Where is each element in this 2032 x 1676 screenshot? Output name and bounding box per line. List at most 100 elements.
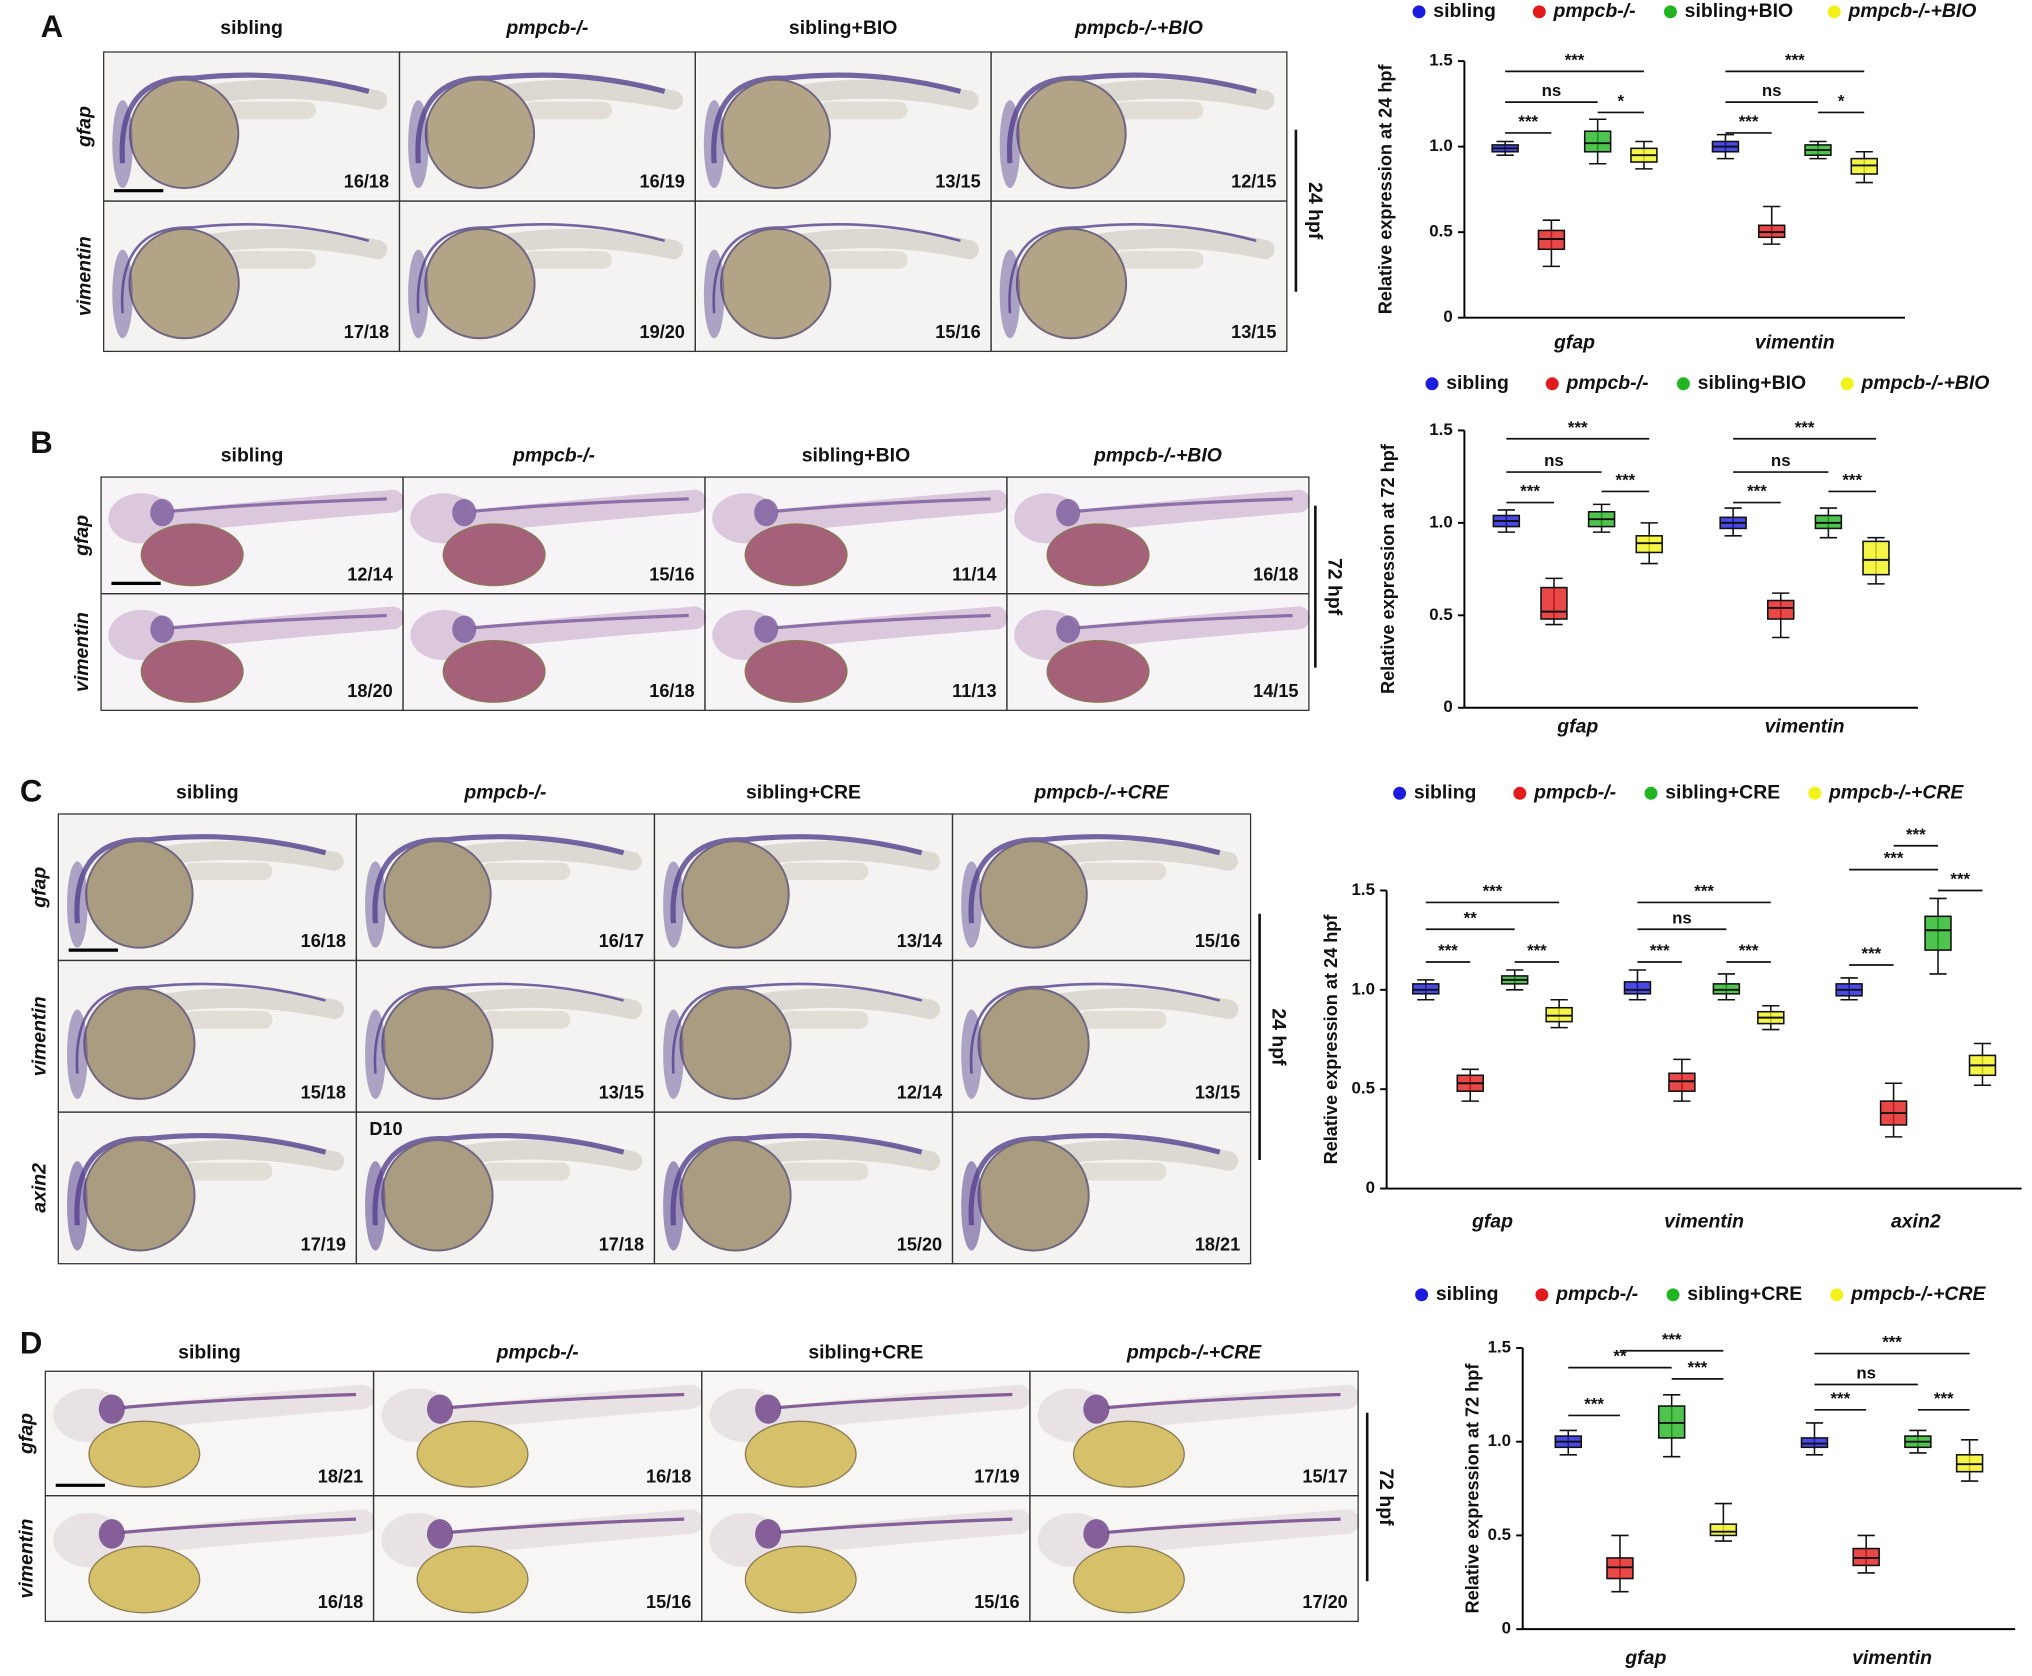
- yolk-extension: [481, 1162, 571, 1181]
- yolk-extension: [819, 101, 908, 120]
- yolk-extension: [779, 1010, 869, 1029]
- significance-label: ns: [1672, 908, 1692, 927]
- row-label: vimentin: [28, 996, 50, 1076]
- significance-label: ns: [1856, 1364, 1876, 1383]
- eye-stain: [1056, 498, 1081, 527]
- row-label: gfap: [15, 1413, 37, 1455]
- embryo-image: [357, 815, 654, 960]
- head-stain: [66, 1009, 88, 1099]
- dorsal-stain: [1006, 72, 1257, 164]
- head-stain: [408, 100, 429, 189]
- yolk: [1072, 1420, 1185, 1488]
- column-header: pmpcb-/-: [512, 444, 595, 466]
- embryo-image: [992, 53, 1286, 200]
- box: [1583, 130, 1612, 153]
- embryo-count: 15/17: [1302, 1466, 1347, 1486]
- embryo-image: [59, 1113, 356, 1263]
- y-tick-label: 0.5: [1352, 1079, 1375, 1098]
- column-header: sibling: [220, 17, 283, 39]
- dorsal-stain: [670, 834, 923, 924]
- embryo-count: 15/16: [935, 322, 980, 342]
- column-header: pmpcb-/-: [496, 1341, 579, 1363]
- yolk-extension: [523, 101, 612, 120]
- embryo-image: [655, 961, 952, 1111]
- significance-label: ***: [1688, 1358, 1708, 1377]
- body: [739, 489, 1009, 536]
- embryo-count: 17/18: [599, 1234, 644, 1254]
- embryo-image: [706, 478, 1009, 593]
- legend-marker: [1532, 5, 1546, 19]
- row-label: vimentin: [15, 1518, 37, 1598]
- x-tick-label: gfap: [1556, 715, 1598, 737]
- legend-label: pmpcb-/-+CRE: [1828, 781, 1964, 803]
- column-header: pmpcb-/-+CRE: [1033, 781, 1169, 803]
- yolk-extension: [1077, 1010, 1167, 1029]
- embryo-image: [400, 202, 694, 351]
- legend-marker: [1513, 786, 1527, 800]
- legend-marker: [1535, 1288, 1549, 1302]
- embryo-count: 13/14: [897, 931, 942, 951]
- dorsal-stain: [1061, 497, 1293, 515]
- stage-label: 24 hpf: [1268, 1008, 1290, 1066]
- embryo-count: 16/18: [344, 172, 389, 192]
- embryo-count: 16/17: [599, 931, 644, 951]
- yolk: [679, 1139, 792, 1252]
- embryo-image: [1008, 478, 1311, 593]
- legend-label: pmpcb-/-+BIO: [1847, 0, 1976, 22]
- dorsal-stain: [433, 1517, 685, 1536]
- x-tick-label: vimentin: [1765, 715, 1845, 737]
- stage-label: 72 hpf: [1375, 1468, 1397, 1526]
- significance-label: ***: [1906, 825, 1926, 844]
- embryo-count: 12/15: [1231, 172, 1276, 192]
- significance-label: *: [1838, 92, 1845, 111]
- yolk-extension: [779, 862, 869, 881]
- dorsal-stain: [671, 982, 922, 1074]
- significance-label: ***: [1527, 941, 1547, 960]
- row-label: gfap: [74, 106, 96, 148]
- head-stain: [663, 1161, 684, 1251]
- head-stain: [663, 861, 684, 948]
- eye-stain: [426, 1519, 453, 1549]
- y-tick-label: 0: [1443, 697, 1452, 716]
- embryo-image: [357, 961, 654, 1111]
- head-stain: [66, 1161, 88, 1251]
- legend-marker: [1663, 5, 1677, 19]
- yolk: [442, 523, 546, 587]
- significance-label: ***: [1785, 50, 1805, 69]
- embryo-image: [655, 1113, 952, 1263]
- yolk: [720, 78, 831, 190]
- y-tick-label: 0.5: [1488, 1525, 1511, 1544]
- embryo-image: [696, 53, 990, 200]
- yolk: [424, 78, 536, 190]
- embryo-image: [703, 1372, 1032, 1495]
- body: [1067, 1384, 1360, 1434]
- body: [83, 1509, 375, 1559]
- panel-label: A: [41, 9, 63, 44]
- y-tick-label: 1.0: [1352, 979, 1375, 998]
- dorsal-stain: [415, 72, 666, 164]
- eye-stain: [755, 1519, 782, 1549]
- box: [1767, 599, 1795, 620]
- dorsal-stain: [372, 834, 625, 924]
- yolk: [1072, 1545, 1185, 1614]
- significance-label: ***: [1884, 849, 1904, 868]
- body: [411, 1384, 703, 1434]
- significance-label: ***: [1694, 881, 1714, 900]
- head-stain: [365, 1009, 386, 1099]
- head-stain: [703, 100, 725, 189]
- significance-label: ***: [1862, 944, 1882, 963]
- yolk: [744, 1545, 857, 1614]
- embryo-count: 17/19: [974, 1466, 1019, 1486]
- yolk: [88, 1545, 201, 1614]
- yolk: [977, 987, 1090, 1100]
- legend-marker: [1412, 5, 1426, 19]
- yolk-extension: [481, 1010, 571, 1029]
- legend-label: pmpcb-/-: [1553, 0, 1636, 22]
- image-border: [951, 1111, 1252, 1265]
- embryo-image: [696, 202, 990, 351]
- significance-label: ns: [1542, 81, 1562, 100]
- yolk-extension: [1077, 1162, 1167, 1181]
- eye-stain: [1083, 1394, 1110, 1424]
- column-header: pmpcb-/-: [463, 781, 546, 803]
- x-tick-label: gfap: [1553, 332, 1595, 354]
